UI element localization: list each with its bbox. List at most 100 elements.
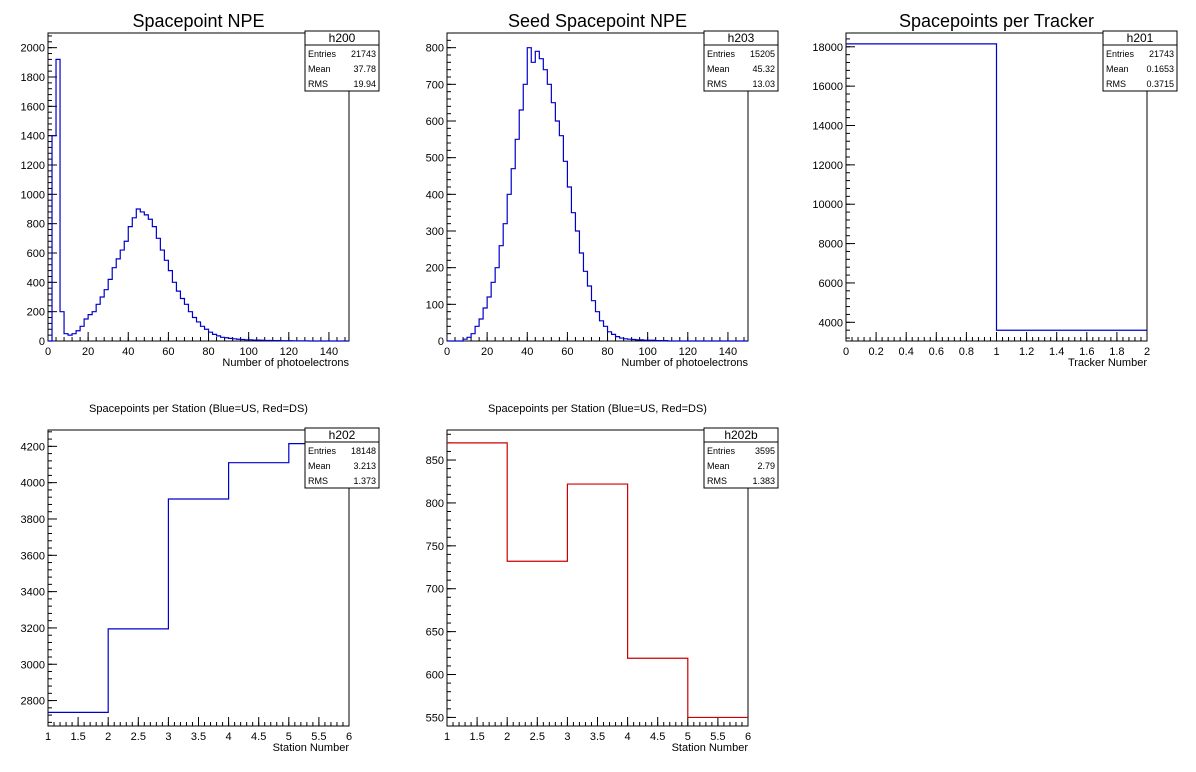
histogram-series: [48, 58, 349, 342]
histogram-series: [846, 43, 1147, 331]
y-tick-label: 800: [426, 43, 444, 55]
stats-value: 21743: [351, 49, 376, 59]
chart-title: Spacepoints per Station (Blue=US, Red=DS…: [488, 403, 707, 415]
stats-label: Mean: [707, 64, 730, 74]
stats-label: Mean: [1106, 64, 1129, 74]
y-tick-label: 600: [426, 116, 444, 128]
x-tick-label: 120: [280, 346, 298, 358]
pad-h201: Spacepoints per Tracker 0 0.2 0.4 0.6 0.8 1 1.2…: [812, 11, 1178, 369]
stats-label: RMS: [1106, 79, 1126, 89]
x-tick-label: 20: [82, 346, 94, 358]
stats-label: Mean: [308, 64, 331, 74]
stats-box-name: h202: [329, 428, 356, 442]
y-tick-label: 3200: [21, 623, 45, 635]
x-tick-label: 3: [564, 731, 570, 743]
y-tick-label: 800: [27, 219, 45, 231]
stats-label: Entries: [1106, 49, 1135, 59]
stats-value: 45.32: [752, 64, 775, 74]
x-tick-label: 60: [561, 346, 573, 358]
stats-box-name: h200: [329, 31, 356, 45]
y-tick-label: 600: [27, 248, 45, 260]
y-tick-label: 100: [426, 299, 444, 311]
y-tick-label: 1800: [21, 72, 45, 84]
y-tick-label: 2000: [21, 43, 45, 55]
x-tick-label: 80: [202, 346, 214, 358]
y-tick-label: 8000: [819, 239, 843, 251]
stats-value: 37.78: [353, 64, 376, 74]
y-axis-ticks: 0 100 200 300 400 500 600 700 800: [426, 32, 456, 348]
histogram-outline: [48, 58, 349, 342]
stats-value: 18148: [351, 446, 376, 456]
x-tick-label: 120: [679, 346, 697, 358]
y-tick-label: 300: [426, 226, 444, 238]
stats-value: 19.94: [353, 79, 376, 89]
y-tick-label: 4000: [21, 478, 45, 490]
x-tick-label: 20: [481, 346, 493, 358]
stats-label: RMS: [707, 476, 727, 486]
pad-h202: Spacepoints per Station (Blue=US, Red=DS…: [21, 403, 380, 754]
x-tick-label: 0.4: [899, 346, 914, 358]
y-tick-label: 6000: [819, 278, 843, 290]
y-tick-label: 400: [27, 277, 45, 289]
x-axis-label: Station Number: [672, 742, 749, 754]
stats-value: 3.213: [353, 461, 376, 471]
x-tick-label: 5: [286, 731, 292, 743]
chart-title: Spacepoints per Tracker: [899, 11, 1094, 31]
stats-box-frame: [304, 427, 380, 489]
x-tick-label: 140: [320, 346, 338, 358]
stats-label: RMS: [707, 79, 727, 89]
x-tick-label: 5: [685, 731, 691, 743]
y-tick-label: 200: [426, 263, 444, 275]
x-tick-label: 1: [45, 731, 51, 743]
y-tick-label: 200: [27, 307, 45, 319]
stats-label: Entries: [707, 49, 736, 59]
stats-box-frame: [703, 30, 779, 92]
histogram-series: [48, 443, 349, 713]
x-tick-label: 3.5: [191, 731, 206, 743]
pad-h202b: Spacepoints per Station (Blue=US, Red=DS…: [426, 403, 779, 754]
y-tick-label: 4200: [21, 441, 45, 453]
x-tick-label: 0: [45, 346, 51, 358]
histogram-outline: [447, 442, 748, 719]
y-tick-label: 1200: [21, 160, 45, 172]
y-tick-label: 10000: [812, 199, 843, 211]
x-axis-ticks: 1 1.5 2 2.5 3 3.5 4 4.5 5 5.5 6: [444, 717, 751, 743]
stats-box: h202b Entries 3595 Mean 2.79 RMS 1.383: [703, 427, 779, 489]
x-axis-ticks: 0 20 40 60 80 100 120 140: [444, 332, 745, 358]
chart-title: Spacepoint NPE: [132, 11, 264, 31]
x-tick-label: 40: [122, 346, 134, 358]
x-tick-label: 1.5: [469, 731, 484, 743]
stats-value: 15205: [750, 49, 775, 59]
y-tick-label: 3000: [21, 659, 45, 671]
y-tick-label: 14000: [812, 120, 843, 132]
plot-frame: [446, 32, 749, 342]
y-tick-label: 650: [426, 627, 444, 639]
plot-frame: [446, 429, 749, 727]
stats-value: 1.373: [353, 476, 376, 486]
chart-title: Spacepoints per Station (Blue=US, Red=DS…: [89, 403, 308, 415]
x-axis-label: Station Number: [273, 742, 350, 754]
y-tick-label: 3600: [21, 550, 45, 562]
y-tick-label: 1000: [21, 189, 45, 201]
x-tick-label: 1: [993, 346, 999, 358]
stats-value: 13.03: [752, 79, 775, 89]
stats-label: Entries: [308, 446, 337, 456]
y-tick-label: 1400: [21, 131, 45, 143]
y-tick-label: 700: [426, 79, 444, 91]
plot-frame: [47, 32, 350, 342]
stats-value: 3595: [755, 446, 775, 456]
y-axis-ticks: 2800 3000 3200 3400 3600 3800 4000 4200: [21, 431, 57, 723]
x-tick-label: 1: [444, 731, 450, 743]
y-tick-label: 2800: [21, 696, 45, 708]
histogram-outline: [48, 443, 349, 713]
y-tick-label: 500: [426, 153, 444, 165]
stats-label: RMS: [308, 79, 328, 89]
x-tick-label: 1.4: [1049, 346, 1064, 358]
stats-value: 21743: [1149, 49, 1174, 59]
x-tick-label: 4: [226, 731, 232, 743]
x-tick-label: 0.2: [868, 346, 883, 358]
y-tick-label: 3800: [21, 514, 45, 526]
stats-box-frame: [703, 427, 779, 489]
x-tick-label: 5.5: [311, 731, 326, 743]
